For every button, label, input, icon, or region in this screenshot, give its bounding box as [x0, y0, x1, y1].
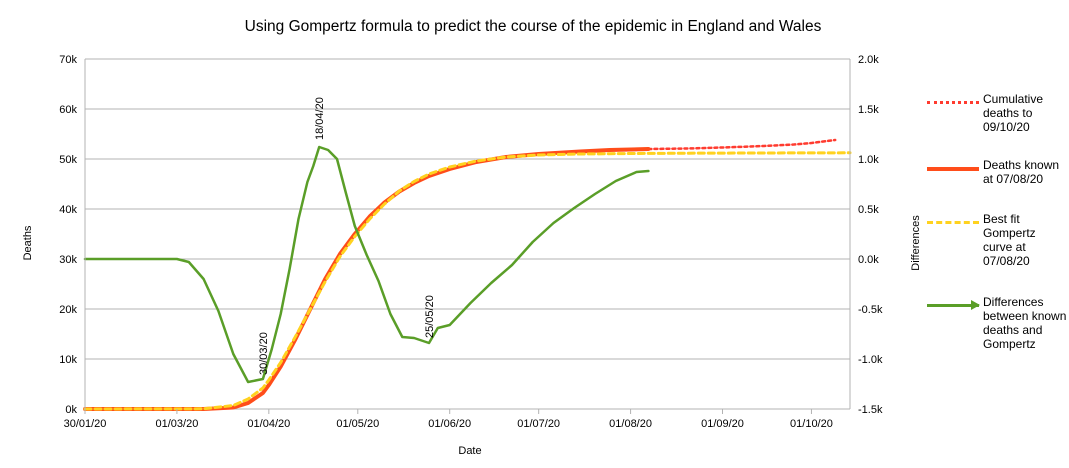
- y2-tick-label: 0.5k: [858, 204, 879, 216]
- y2-tick-label: 1.5k: [858, 104, 879, 116]
- legend-arrow-icon: [971, 300, 980, 310]
- x-axis-label: Date: [458, 445, 481, 457]
- x-tick-label: 01/10/20: [790, 418, 833, 430]
- y-tick-label: 20k: [59, 304, 77, 316]
- x-tick-label: 01/05/20: [336, 418, 379, 430]
- legend-swatch-deaths-known: [927, 167, 979, 171]
- annotations: 30/03/20 18/04/20 25/05/20: [258, 97, 436, 375]
- x-tick-label: 01/08/20: [609, 418, 652, 430]
- axes: 0k -1.5k 10k -1.0k 20k -0.5k 30k 0.0k 40k 0.5k 50k…: [59, 54, 883, 430]
- x-tick-label: 01/09/20: [701, 418, 744, 430]
- y-tick-label: 0k: [65, 404, 77, 416]
- y2-tick-label: -1.0k: [858, 354, 883, 366]
- legend-swatch-differences: [927, 304, 979, 307]
- y2-tick-label: 2.0k: [858, 54, 879, 66]
- series-line-2: [83, 151, 852, 411]
- x-tick-label: 01/03/20: [156, 418, 199, 430]
- annotation-label: 25/05/20: [424, 295, 436, 338]
- chart-title: Using Gompertz formula to predict the co…: [245, 18, 822, 35]
- legend-label-deaths-known: Deaths known at 07/08/20: [983, 158, 1060, 186]
- y2-tick-label: 0.0k: [858, 254, 879, 266]
- x-tick-label: 01/04/20: [247, 418, 290, 430]
- y2-axis-label: Differences: [910, 215, 922, 271]
- y-tick-label: 50k: [59, 154, 77, 166]
- series-line-0: [647, 138, 837, 151]
- y-tick-label: 40k: [59, 204, 77, 216]
- legend-label-differences: Differences between known deaths and Gom…: [983, 295, 1067, 351]
- grid: [85, 58, 850, 410]
- series-line-3: [83, 145, 650, 384]
- legend-label-cumulative: Cumulative deaths to 09/10/20: [983, 92, 1044, 134]
- y-tick-label: 30k: [59, 254, 77, 266]
- x-tick-label: 01/07/20: [517, 418, 560, 430]
- y-axis-label: Deaths: [22, 225, 34, 260]
- y2-tick-label: -0.5k: [858, 304, 883, 316]
- series-line-1: [83, 147, 651, 411]
- annotation-label: 18/04/20: [314, 97, 326, 140]
- x-tick-label: 01/06/20: [428, 418, 471, 430]
- x-tick-label: 30/01/20: [64, 418, 107, 430]
- y-tick-label: 10k: [59, 354, 77, 366]
- legend-label-gompertz: Best fit Gompertz curve at 07/08/20: [983, 212, 1036, 268]
- y-tick-label: 60k: [59, 104, 77, 116]
- legend-swatch-gompertz: [927, 221, 979, 224]
- y-tick-label: 70k: [59, 54, 77, 66]
- legend-swatch-cumulative: [927, 101, 979, 104]
- plot-series: [83, 138, 852, 411]
- y2-tick-label: -1.5k: [858, 404, 883, 416]
- y2-tick-label: 1.0k: [858, 154, 879, 166]
- annotation-label: 30/03/20: [258, 332, 270, 375]
